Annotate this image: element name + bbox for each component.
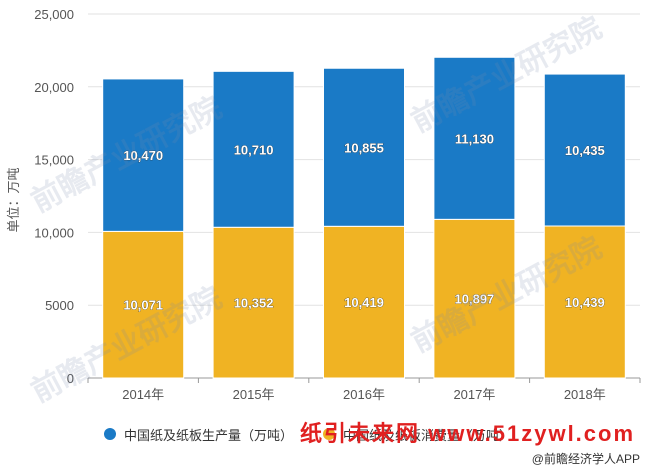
bar xyxy=(102,230,185,379)
bar-value-label: 10,439 xyxy=(565,295,605,310)
watermark-source: @前瞻经济学人APP xyxy=(531,452,640,466)
bar xyxy=(323,67,405,227)
legend-label-consumption: 中国纸及纸板消费量（万吨） xyxy=(343,427,513,443)
x-tick-label: 2016年 xyxy=(343,387,385,402)
legend-item-consumption: 中国纸及纸板消费量（万吨） xyxy=(323,425,512,444)
bar xyxy=(433,218,516,379)
legend-dot-consumption xyxy=(323,428,336,440)
y-axis-label: 单位：万吨 xyxy=(6,167,21,232)
stacked-bar-chart: 单位：万吨 0 5000 10,000 15,000 20,000 25,000 10,0… xyxy=(6,7,641,402)
y-tick-label: 0 xyxy=(67,371,74,386)
y-tick-labels: 0 5000 10,000 15,000 20,000 25,000 xyxy=(34,7,74,386)
bar xyxy=(433,56,516,220)
bar-value-label: 11,130 xyxy=(455,131,494,146)
x-tick-labels: 2014年 2015年 2016年 2017年 2018年 xyxy=(87,378,641,402)
bar xyxy=(102,78,185,232)
watermark-site: 纸引未来网 www.51zywl.com xyxy=(300,421,636,446)
bar xyxy=(543,225,626,379)
legend: 中国纸及纸板生产量（万吨） 中国纸及纸板消费量（万吨） xyxy=(104,424,542,444)
y-tick-label: 25,000 xyxy=(34,7,74,22)
legend-item-production: 中国纸及纸板生产量（万吨） xyxy=(104,425,293,444)
bar-value-label: 10,710 xyxy=(234,142,274,157)
bar-labels: 10,071 10,470 10,352 10,710 10,419 10,855 10,8… xyxy=(123,131,605,313)
bars xyxy=(102,56,626,379)
legend-dot-production xyxy=(104,428,116,440)
x-tick-label: 2018年 xyxy=(564,387,606,402)
bar-value-label: 10,419 xyxy=(344,295,384,310)
x-tick-label: 2014年 xyxy=(122,387,164,402)
bar-value-label: 10,352 xyxy=(234,296,274,311)
bar xyxy=(212,70,295,228)
bar xyxy=(543,73,626,227)
y-tick-label: 5000 xyxy=(45,298,74,313)
legend-label-production: 中国纸及纸板生产量（万吨） xyxy=(124,427,294,443)
y-tick-label: 20,000 xyxy=(34,80,74,95)
x-tick-label: 2017年 xyxy=(453,387,495,402)
bar xyxy=(212,226,295,379)
bar-value-label: 10,855 xyxy=(344,140,384,155)
y-tick-label: 10,000 xyxy=(34,225,74,240)
bar-value-label: 10,897 xyxy=(455,292,495,307)
bar-value-label: 10,435 xyxy=(565,143,605,158)
bar-value-label: 10,470 xyxy=(123,148,163,163)
x-tick-label: 2015年 xyxy=(233,387,275,402)
y-tick-label: 15,000 xyxy=(34,153,74,168)
bar xyxy=(323,225,405,379)
bar-value-label: 10,071 xyxy=(123,298,163,313)
